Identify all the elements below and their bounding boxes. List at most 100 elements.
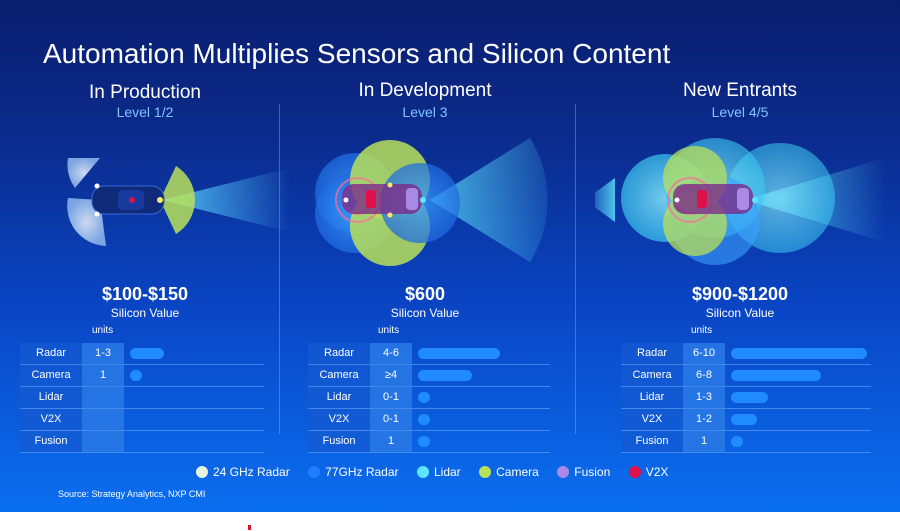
slide-title: Automation Multiplies Sensors and Silico… bbox=[43, 38, 671, 69]
unit-bar bbox=[731, 414, 757, 425]
legend-item: Lidar bbox=[416, 465, 461, 479]
row-label: Radar bbox=[308, 343, 370, 364]
row-value: 0-1 bbox=[370, 409, 412, 430]
row-label: Camera bbox=[308, 365, 370, 386]
row-label: Fusion bbox=[621, 431, 683, 452]
units-label: units bbox=[378, 325, 400, 336]
unit-bar bbox=[418, 370, 472, 381]
row-value: 1-3 bbox=[683, 387, 725, 408]
row-value: 1-3 bbox=[82, 343, 124, 364]
row-value: 6-8 bbox=[683, 365, 725, 386]
units-label: units bbox=[92, 325, 114, 336]
row-value: 4-6 bbox=[370, 343, 412, 364]
row-label: Camera bbox=[20, 365, 82, 386]
silicon-value-label: Silicon Value bbox=[390, 306, 460, 320]
car-sensor-illustration bbox=[595, 138, 885, 265]
row-label: Fusion bbox=[20, 431, 82, 452]
unit-bar bbox=[731, 436, 743, 447]
table-row: Camera ≥4 bbox=[308, 365, 550, 387]
table-row: Camera 6-8 bbox=[621, 365, 871, 387]
column-title: In Development bbox=[358, 80, 492, 101]
legend-dot-icon bbox=[308, 465, 321, 478]
footer-mark bbox=[248, 525, 251, 530]
legend-dot-icon bbox=[479, 465, 492, 478]
table-row: Radar 6-10 bbox=[621, 343, 871, 365]
row-value bbox=[82, 409, 124, 430]
table-row: Camera 1 bbox=[20, 365, 264, 387]
table-row: V2X 1-2 bbox=[621, 409, 871, 431]
legend-dot-icon bbox=[557, 465, 570, 478]
row-label: Lidar bbox=[621, 387, 683, 408]
row-label: Camera bbox=[621, 365, 683, 386]
row-label: V2X bbox=[20, 409, 82, 430]
silicon-value-label: Silicon Value bbox=[110, 306, 180, 320]
row-value: 1 bbox=[82, 365, 124, 386]
unit-bar bbox=[731, 370, 821, 381]
legend-item: V2X bbox=[628, 465, 668, 479]
unit-bar bbox=[731, 392, 768, 403]
table-row: V2X bbox=[20, 409, 264, 431]
table-row: Lidar 0-1 bbox=[308, 387, 550, 409]
legend-item: Camera bbox=[479, 465, 539, 479]
table-row: Fusion 1 bbox=[308, 431, 550, 453]
table-row: V2X 0-1 bbox=[308, 409, 550, 431]
column-divider bbox=[279, 104, 280, 434]
silicon-value-label: Silicon Value bbox=[705, 306, 775, 320]
row-label: Radar bbox=[621, 343, 683, 364]
unit-bar bbox=[418, 436, 430, 447]
legend-dot-icon bbox=[628, 465, 641, 478]
sensor-table: Radar 6-10 Camera 6-8 Lidar 1-3 V2X 1-2 Fusi… bbox=[621, 343, 871, 453]
legend: 24 GHz Radar 77GHz Radar Lidar Camera Fu… bbox=[196, 463, 682, 481]
legend-item: 77GHz Radar bbox=[308, 465, 399, 479]
car-sensor-illustration bbox=[315, 138, 548, 266]
row-label: V2X bbox=[621, 409, 683, 430]
unit-bar bbox=[418, 392, 430, 403]
unit-bar bbox=[130, 370, 142, 381]
row-value: 1-2 bbox=[683, 409, 725, 430]
table-row: Lidar bbox=[20, 387, 264, 409]
radar-77ghz-beam bbox=[162, 168, 290, 232]
silicon-price: $600 bbox=[404, 284, 446, 304]
column-level: Level 4/5 bbox=[711, 104, 769, 120]
silicon-price: $900-$1200 bbox=[691, 284, 789, 304]
row-value: ≥4 bbox=[370, 365, 412, 386]
column-level: Level 1/2 bbox=[116, 104, 174, 120]
column-in-development: In Development Level 3 $600 Silicon Valu… bbox=[280, 0, 570, 512]
camera-zone bbox=[160, 166, 195, 234]
table-row: Fusion 1 bbox=[621, 431, 871, 453]
unit-bar bbox=[731, 348, 867, 359]
row-value bbox=[82, 431, 124, 452]
sensor-table: Radar 1-3 Camera 1 Lidar V2X Fusion bbox=[20, 343, 264, 453]
legend-dot-icon bbox=[416, 465, 429, 478]
legend-item: 24 GHz Radar bbox=[196, 465, 290, 479]
legend-dot-icon bbox=[196, 465, 208, 478]
row-value: 1 bbox=[370, 431, 412, 452]
unit-bar bbox=[418, 414, 430, 425]
column-new-entrants: New Entrants Level 4/5 $900-$1200 Silico… bbox=[595, 0, 885, 512]
row-label: Fusion bbox=[308, 431, 370, 452]
column-level: Level 3 bbox=[402, 104, 448, 120]
row-label: Radar bbox=[20, 343, 82, 364]
column-in-production: In Production Level 1/2 $100-$150 Silico… bbox=[0, 0, 290, 512]
row-value: 0-1 bbox=[370, 387, 412, 408]
row-value: 6-10 bbox=[683, 343, 725, 364]
radar-24ghz-zone bbox=[67, 158, 100, 188]
unit-bar bbox=[130, 348, 164, 359]
column-title: New Entrants bbox=[682, 80, 798, 101]
units-label: units bbox=[691, 325, 713, 336]
row-label: Lidar bbox=[20, 387, 82, 408]
column-divider bbox=[575, 104, 576, 434]
unit-bar bbox=[418, 348, 500, 359]
slide: Automation Multiplies Sensors and Silico… bbox=[0, 0, 900, 512]
car-sensor-illustration bbox=[67, 158, 290, 246]
table-row: Radar 4-6 bbox=[308, 343, 550, 365]
column-title: In Production bbox=[89, 82, 201, 103]
table-row: Lidar 1-3 bbox=[621, 387, 871, 409]
row-label: V2X bbox=[308, 409, 370, 430]
sensor-table: Radar 4-6 Camera ≥4 Lidar 0-1 V2X 0-1 Fusion… bbox=[308, 343, 550, 453]
table-row: Radar 1-3 bbox=[20, 343, 264, 365]
legend-item: Fusion bbox=[557, 465, 610, 479]
source-note: Source: Strategy Analytics, NXP CMI bbox=[58, 489, 206, 499]
row-label: Lidar bbox=[308, 387, 370, 408]
row-value bbox=[82, 387, 124, 408]
